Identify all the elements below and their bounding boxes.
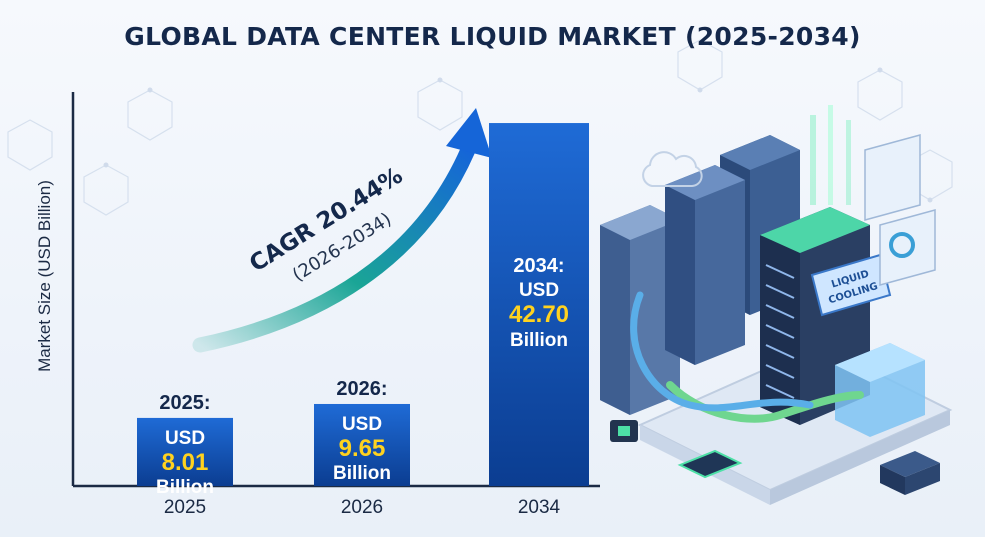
circuit-tile — [677, 449, 743, 479]
chart-title: GLOBAL DATA CENTER LIQUID MARKET (2025-2… — [124, 22, 861, 51]
chip-icon — [610, 420, 638, 442]
bar-currency-label-2034: USD — [519, 280, 559, 301]
server-rack-left — [600, 205, 680, 415]
bar-year-label-2026: 2026: — [336, 378, 387, 400]
bar-currency-label-2026: USD — [342, 414, 382, 435]
bar-year-label-2025: 2025: — [159, 392, 210, 414]
bar-2025 — [137, 417, 233, 486]
x-tick-label-2025: 2025 — [164, 497, 206, 518]
bar-unit-label-2026: Billion — [333, 463, 391, 484]
bar-value-label-2034: 42.70 — [509, 301, 569, 328]
liquid-cooling-badge: LIQUID COOLING — [810, 253, 892, 317]
x-tick-label-2026: 2026 — [341, 497, 383, 518]
bar-2026 — [314, 403, 410, 486]
server-block-icon — [880, 451, 940, 495]
cloud-icon — [642, 151, 703, 187]
y-axis-label: Market Size (USD Billion) — [35, 180, 54, 372]
bar-value-label-2026: 9.65 — [339, 435, 386, 462]
growth-arrow — [192, 142, 476, 353]
x-tick-label-2034: 2034 — [518, 497, 561, 518]
bar-currency-label-2025: USD — [165, 428, 205, 449]
growth-arrow-head — [446, 108, 492, 158]
dashboard-panel — [864, 134, 936, 286]
server-rack-middle — [665, 165, 745, 365]
coolant-pipe-blue — [630, 291, 814, 412]
bar-value-label-2025: 8.01 — [162, 449, 209, 476]
data-center-illustration: LIQUID COOLING — [600, 105, 953, 505]
bar-unit-label-2034: Billion — [510, 330, 568, 351]
bar-2034 — [489, 123, 589, 487]
coolant-tank — [835, 343, 925, 437]
bar-unit-label-2025: Billion — [156, 477, 214, 498]
bar-year-label-2034: 2034: — [513, 255, 564, 277]
